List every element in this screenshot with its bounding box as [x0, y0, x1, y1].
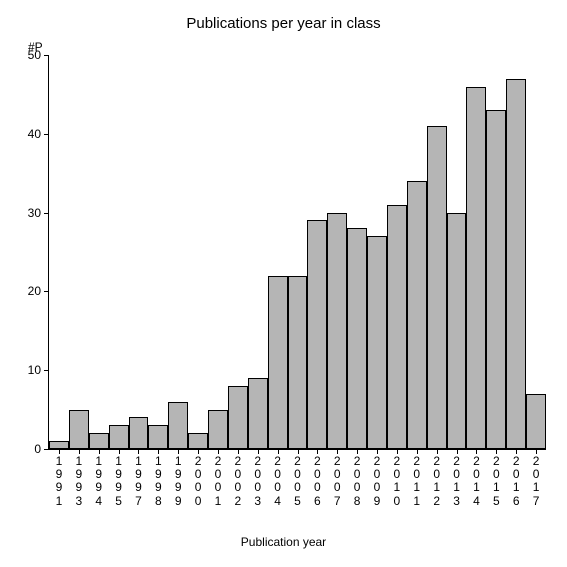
- x-axis-label: Publication year: [0, 535, 567, 549]
- x-tick-label: 2015: [491, 455, 501, 508]
- y-tick: [44, 213, 49, 214]
- x-tick-label: 2000: [193, 455, 203, 508]
- bar: [109, 425, 129, 449]
- bar: [347, 228, 367, 449]
- bar: [526, 394, 546, 449]
- bar: [407, 181, 427, 449]
- x-tick-label: 2013: [452, 455, 462, 508]
- x-tick-label: 2014: [471, 455, 481, 508]
- x-tick-label: 1995: [114, 455, 124, 508]
- plot-area: 0102030405019911993199419951997199819992…: [48, 55, 546, 450]
- x-tick-label: 1993: [74, 455, 84, 508]
- y-tick: [44, 55, 49, 56]
- y-tick-label: 30: [28, 206, 41, 220]
- y-tick-label: 50: [28, 48, 41, 62]
- y-tick-label: 10: [28, 363, 41, 377]
- x-tick-label: 1991: [54, 455, 64, 508]
- x-tick-label: 1999: [173, 455, 183, 508]
- bar: [387, 205, 407, 449]
- bar: [506, 79, 526, 449]
- x-tick-label: 2002: [233, 455, 243, 508]
- bar: [327, 213, 347, 449]
- chart-container: Publications per year in class #P 010203…: [0, 0, 567, 567]
- y-tick-label: 20: [28, 284, 41, 298]
- y-tick: [44, 134, 49, 135]
- chart-title: Publications per year in class: [0, 15, 567, 32]
- x-tick-label: 1997: [133, 455, 143, 508]
- bar: [208, 410, 228, 449]
- x-tick-label: 2012: [432, 455, 442, 508]
- x-tick-label: 2008: [352, 455, 362, 508]
- bar: [268, 276, 288, 449]
- y-tick: [44, 449, 49, 450]
- x-tick-label: 2017: [531, 455, 541, 508]
- bar: [228, 386, 248, 449]
- y-tick: [44, 291, 49, 292]
- bar: [427, 126, 447, 449]
- bar: [307, 220, 327, 449]
- x-tick-label: 2006: [312, 455, 322, 508]
- bar: [248, 378, 268, 449]
- bar: [288, 276, 308, 449]
- bar: [168, 402, 188, 449]
- bar: [129, 417, 149, 449]
- bar: [447, 213, 467, 449]
- y-tick-label: 0: [34, 442, 41, 456]
- x-tick-label: 1994: [94, 455, 104, 508]
- x-tick-label: 2007: [332, 455, 342, 508]
- bar: [49, 441, 69, 449]
- x-tick-label: 2001: [213, 455, 223, 508]
- x-tick-label: 2016: [511, 455, 521, 508]
- bar: [69, 410, 89, 449]
- x-tick-label: 1998: [153, 455, 163, 508]
- x-tick-label: 2009: [372, 455, 382, 508]
- x-tick-label: 2010: [392, 455, 402, 508]
- x-tick-label: 2003: [253, 455, 263, 508]
- bar: [466, 87, 486, 449]
- bar: [89, 433, 109, 449]
- x-tick-label: 2004: [273, 455, 283, 508]
- x-tick-label: 2011: [412, 455, 422, 508]
- bar: [486, 110, 506, 449]
- bar: [148, 425, 168, 449]
- bar: [188, 433, 208, 449]
- y-tick: [44, 370, 49, 371]
- y-tick-label: 40: [28, 127, 41, 141]
- bar: [367, 236, 387, 449]
- x-tick-label: 2005: [293, 455, 303, 508]
